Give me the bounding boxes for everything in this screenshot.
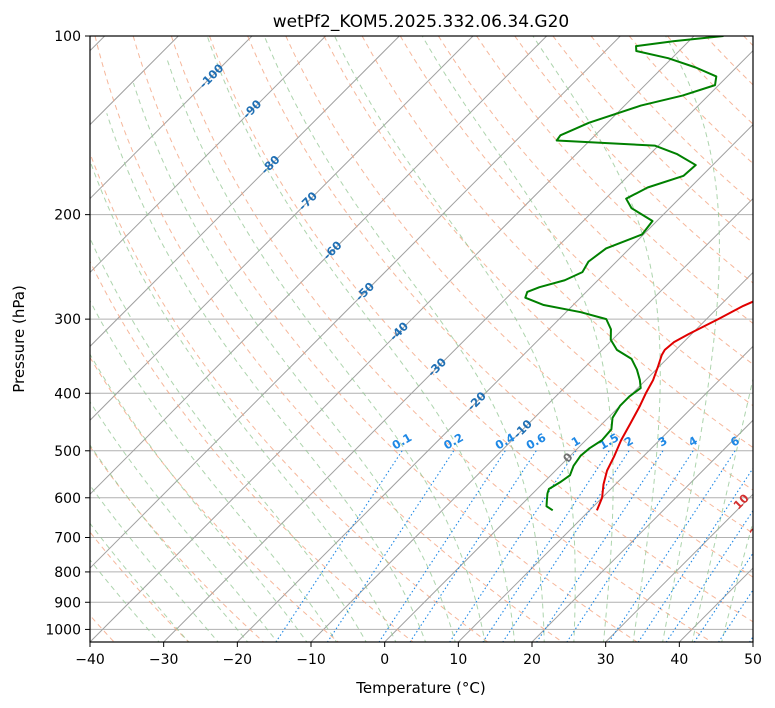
isotherm-line bbox=[457, 345, 753, 642]
dry-adiabat bbox=[438, 36, 753, 365]
dry-adiabats bbox=[90, 36, 753, 642]
isotherm-line bbox=[90, 36, 253, 200]
y-tick-label: 200 bbox=[54, 208, 81, 224]
x-tick-label: 40 bbox=[670, 652, 688, 668]
dry-adiabat bbox=[90, 260, 414, 642]
dry-adiabat bbox=[476, 36, 753, 325]
moist-adiabat bbox=[90, 353, 308, 642]
x-tick-label: −40 bbox=[75, 652, 105, 668]
moist-adiabat bbox=[90, 400, 278, 642]
dewpoint-line bbox=[524, 36, 724, 512]
x-tick-label: 30 bbox=[597, 652, 615, 668]
isotherm-line bbox=[383, 271, 753, 642]
y-axis-title: Pressure (hPa) bbox=[10, 285, 28, 393]
isotherm-line bbox=[90, 36, 401, 348]
moist-adiabat bbox=[532, 36, 661, 642]
y-tick-label: 100 bbox=[54, 29, 81, 45]
x-tick-label: 10 bbox=[449, 652, 467, 668]
moist-adiabat bbox=[90, 159, 397, 642]
x-tick-label: 0 bbox=[380, 652, 389, 668]
plot-frame bbox=[89, 35, 754, 643]
isotherm-line bbox=[604, 493, 753, 642]
dry-adiabat bbox=[247, 36, 753, 578]
dry-adiabat bbox=[209, 36, 753, 623]
isotherm-line bbox=[90, 36, 695, 642]
moist-adiabat bbox=[334, 36, 576, 642]
moist-adiabat bbox=[90, 484, 219, 642]
isotherm-line bbox=[90, 36, 622, 569]
dry-adiabat bbox=[399, 36, 753, 407]
y-axis: 100 200 300 400 500 600 700 800 900 1000 bbox=[45, 29, 90, 638]
y-tick-label: 600 bbox=[54, 491, 81, 507]
isotherm-line bbox=[90, 36, 474, 421]
y-tick-label: 300 bbox=[54, 312, 81, 328]
y-tick-label: 700 bbox=[54, 531, 81, 547]
moist-adiabat bbox=[90, 559, 160, 642]
isotherms bbox=[90, 36, 753, 642]
dry-adiabat bbox=[90, 356, 339, 642]
moist-adiabat bbox=[167, 60, 486, 642]
chart-title: wetPf2_KOM5.2025.332.06.34.G20 bbox=[273, 12, 569, 32]
isotherm-line bbox=[310, 197, 753, 642]
x-tick-label: 20 bbox=[523, 652, 541, 668]
moist-adiabat-label: 20 bbox=[747, 519, 768, 540]
dry-adiabat bbox=[514, 36, 753, 284]
moist-adiabat bbox=[90, 237, 367, 642]
x-axis: −40 −30 −20 −10 0 10 20 30 40 50 bbox=[75, 642, 762, 668]
moist-adiabat bbox=[90, 299, 338, 642]
y-tick-label: 400 bbox=[54, 386, 81, 402]
x-tick-label: −20 bbox=[223, 652, 253, 668]
dry-adiabat bbox=[94, 36, 564, 642]
dry-adiabat bbox=[90, 151, 489, 642]
x-tick-label: −30 bbox=[149, 652, 179, 668]
dry-adiabat bbox=[285, 36, 753, 534]
moist-adiabats bbox=[90, 36, 753, 642]
isotherm-line bbox=[236, 123, 753, 642]
x-tick-label: 50 bbox=[744, 652, 762, 668]
temperature-line bbox=[595, 300, 753, 511]
moist-adiabat bbox=[263, 36, 545, 642]
x-axis-title: Temperature (°C) bbox=[355, 679, 485, 697]
dry-adiabat bbox=[90, 531, 190, 642]
isotherm-line bbox=[90, 36, 327, 274]
y-tick-label: 800 bbox=[54, 565, 81, 581]
profiles bbox=[524, 36, 753, 512]
dry-adiabat bbox=[132, 36, 638, 642]
moist-adiabat bbox=[206, 36, 516, 642]
y-tick-label: 500 bbox=[54, 444, 81, 460]
x-tick-label: −10 bbox=[296, 652, 326, 668]
isotherm-line bbox=[90, 36, 548, 495]
y-tick-label: 1000 bbox=[45, 622, 81, 638]
isotherm-line bbox=[531, 419, 753, 642]
isotherm-line bbox=[162, 50, 753, 642]
pressure-grid bbox=[90, 36, 753, 630]
dry-adiabat bbox=[170, 36, 713, 642]
moist-adiabat bbox=[421, 36, 614, 642]
moist-adiabat bbox=[90, 444, 249, 642]
moist-adiabat bbox=[106, 113, 427, 642]
y-tick-label: 900 bbox=[54, 595, 81, 611]
moist-adiabat bbox=[90, 522, 190, 642]
